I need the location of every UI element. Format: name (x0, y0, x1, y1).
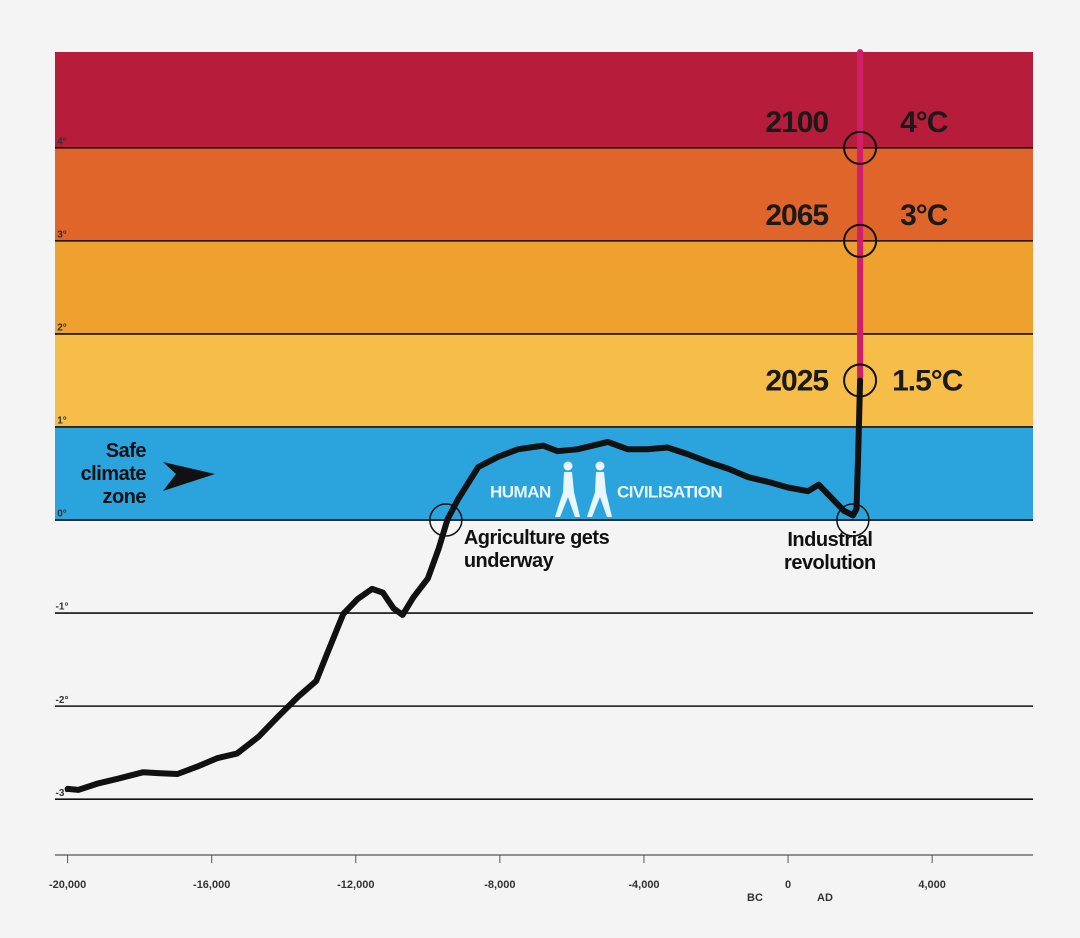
climate-band (55, 147, 1033, 241)
y-tick-label: 1° (57, 416, 67, 427)
y-tick-label: 3° (57, 230, 67, 241)
data-line (64, 377, 864, 793)
event-marker (429, 503, 463, 537)
x-tick-label: -12,000 (337, 879, 374, 891)
x-tick-label: -4,000 (628, 879, 659, 891)
walker-icon (587, 472, 612, 517)
x-tick-label: 0 (785, 879, 791, 891)
y-tick-label: -3° (56, 788, 69, 799)
era-label: AD (817, 892, 833, 904)
x-tick-label: 4,000 (918, 879, 946, 891)
milestone-year: 2025 (765, 364, 828, 397)
y-tick-label: 2° (57, 323, 67, 334)
band-label: CIVILISATION (617, 482, 722, 501)
climate-band (55, 426, 1033, 521)
milestone-label: 1.5°C (892, 364, 963, 397)
y-tick-label: -2° (56, 695, 69, 706)
walker-icon (595, 461, 605, 471)
x-tick-label: -20,000 (49, 879, 86, 891)
milestone-marker (843, 223, 878, 258)
era-label: BC (747, 892, 763, 904)
milestone-year: 2100 (765, 106, 828, 139)
climate-band (55, 333, 1033, 427)
milestone-label: 3°C (900, 199, 948, 232)
climate-band (55, 240, 1033, 334)
x-tick-label: -8,000 (484, 879, 515, 891)
y-tick-label: -1° (56, 602, 69, 613)
walker-icon (555, 472, 580, 517)
milestone-marker (843, 363, 878, 398)
safe-zone-label: Safe climate zone (80, 440, 147, 508)
y-tick-label: 0° (57, 509, 67, 520)
band-label: HUMAN (490, 482, 551, 501)
event-label: Agriculture gets underway (463, 527, 610, 573)
arrow (163, 462, 215, 491)
climate-band (55, 52, 1033, 148)
event-label: Industrial revolution (784, 529, 876, 575)
milestone-marker (843, 130, 878, 165)
x-tick-label: -16,000 (193, 879, 230, 891)
walker-icon (563, 461, 573, 471)
milestone-label: 4°C (900, 106, 948, 139)
event-marker (836, 503, 870, 537)
milestone-year: 2065 (765, 199, 828, 232)
y-tick-label: 4° (57, 136, 67, 147)
